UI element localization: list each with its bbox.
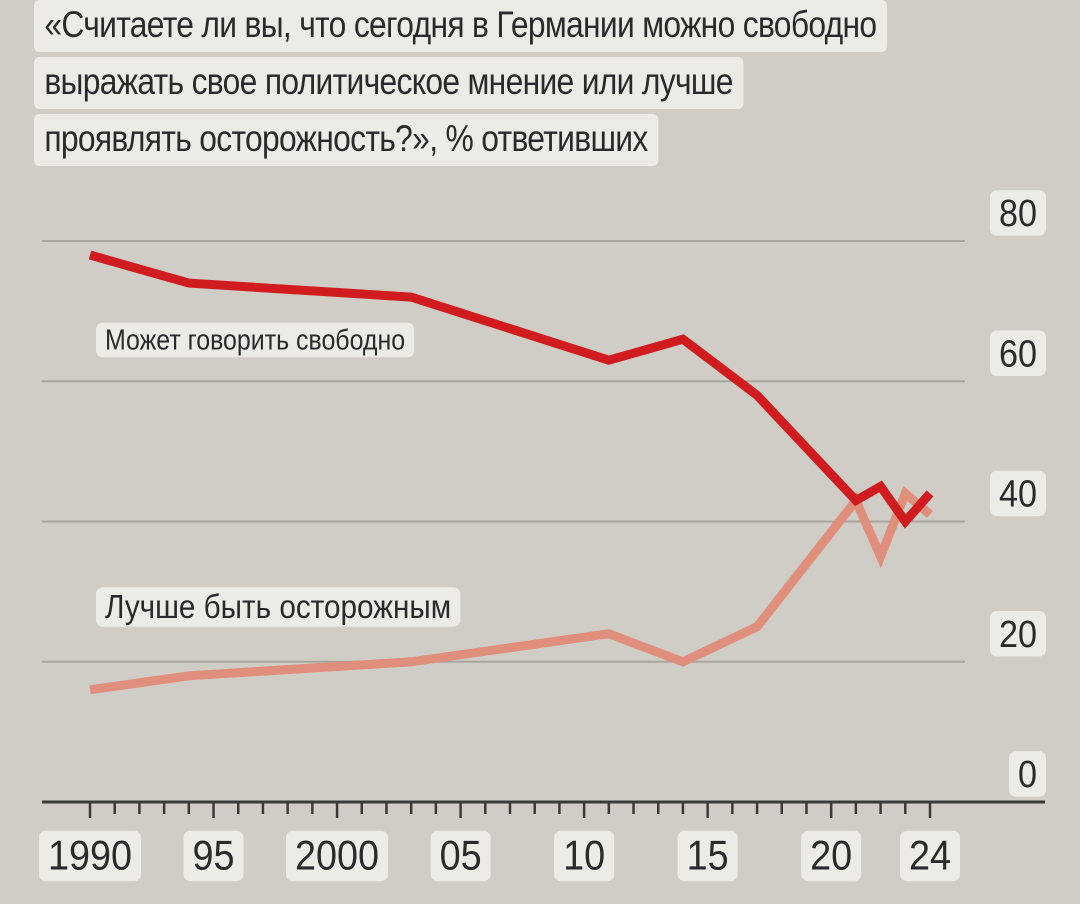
x-tick-24: 24 bbox=[899, 830, 961, 882]
x-tick-1990-bg bbox=[38, 830, 142, 882]
y-tick-80-text: 80 bbox=[999, 191, 1037, 234]
x-tick-10-bg bbox=[554, 830, 615, 882]
x-tick-95-text: 95 bbox=[193, 833, 235, 879]
x-tick-05-bg bbox=[430, 830, 491, 882]
x-tick-20-bg bbox=[801, 830, 862, 882]
y-tick-0-bg bbox=[1008, 751, 1046, 797]
series-label-free-text: Может говорить свободно bbox=[105, 324, 405, 356]
x-tick-05: 05 bbox=[430, 830, 491, 882]
x-tick-05-text: 05 bbox=[440, 833, 482, 879]
x-tick-10-text: 10 bbox=[563, 833, 605, 879]
y-tick-60-text: 60 bbox=[999, 332, 1037, 375]
series-label-careful: Лучше быть осторожным bbox=[96, 587, 461, 627]
x-tick-15: 15 bbox=[677, 830, 738, 882]
series-lines bbox=[88, 250, 934, 695]
title-line-3: проявлять осторожность?», % ответивших bbox=[34, 114, 658, 166]
chart-title: «Считаете ли вы, что сегодня в Германии … bbox=[34, 0, 994, 171]
x-tick-2000-bg bbox=[286, 830, 389, 882]
series-label-careful-bg bbox=[96, 587, 461, 627]
x-tick-15-text: 15 bbox=[687, 833, 729, 879]
title-line-1: «Считаете ли вы, что сегодня в Германии … bbox=[34, 0, 887, 52]
x-tick-labels: 1990 95 2000 05 10 15 20 24 bbox=[38, 830, 961, 882]
y-tick-20: 20 bbox=[989, 610, 1046, 657]
series-labels: Может говорить свободно Лучше быть осторо… bbox=[96, 322, 461, 627]
x-tick-95: 95 bbox=[183, 830, 244, 882]
y-tick-20-bg bbox=[989, 610, 1046, 657]
y-tick-80-bg bbox=[989, 190, 1046, 236]
y-tick-0-text: 0 bbox=[1018, 752, 1037, 795]
series-label-free: Может говорить свободно bbox=[96, 322, 415, 358]
y-tick-0: 0 bbox=[1008, 751, 1046, 797]
y-tick-60-bg bbox=[989, 330, 1046, 377]
x-tick-20: 20 bbox=[801, 830, 862, 882]
title-line-2: выражать свое политическое мнение или лу… bbox=[34, 57, 744, 109]
x-tick-95-bg bbox=[183, 830, 244, 882]
series-line-free bbox=[88, 250, 934, 529]
y-tick-40: 40 bbox=[989, 470, 1046, 517]
x-tick-15-bg bbox=[677, 830, 738, 882]
y-tick-60: 60 bbox=[989, 330, 1046, 377]
x-tick-10: 10 bbox=[554, 830, 615, 882]
y-tick-40-bg bbox=[989, 470, 1046, 517]
x-tick-2000: 2000 bbox=[286, 830, 389, 882]
y-tick-20-text: 20 bbox=[999, 612, 1037, 655]
series-line-careful bbox=[89, 485, 933, 695]
y-tick-80: 80 bbox=[989, 190, 1046, 236]
x-tick-20-text: 20 bbox=[810, 833, 852, 879]
series-label-free-bg bbox=[96, 322, 415, 358]
y-tick-40-text: 40 bbox=[999, 472, 1037, 515]
y-tick-labels: 0 20 40 60 80 bbox=[989, 190, 1046, 797]
x-axis bbox=[42, 800, 1045, 818]
x-tick-1990: 1990 bbox=[38, 830, 142, 882]
grid-lines bbox=[42, 240, 965, 663]
x-tick-24-bg bbox=[899, 830, 961, 882]
x-tick-24-text: 24 bbox=[909, 833, 951, 879]
x-tick-1990-text: 1990 bbox=[48, 833, 132, 879]
series-label-careful-text: Лучше быть осторожным bbox=[105, 589, 451, 626]
x-tick-2000-text: 2000 bbox=[295, 833, 379, 879]
